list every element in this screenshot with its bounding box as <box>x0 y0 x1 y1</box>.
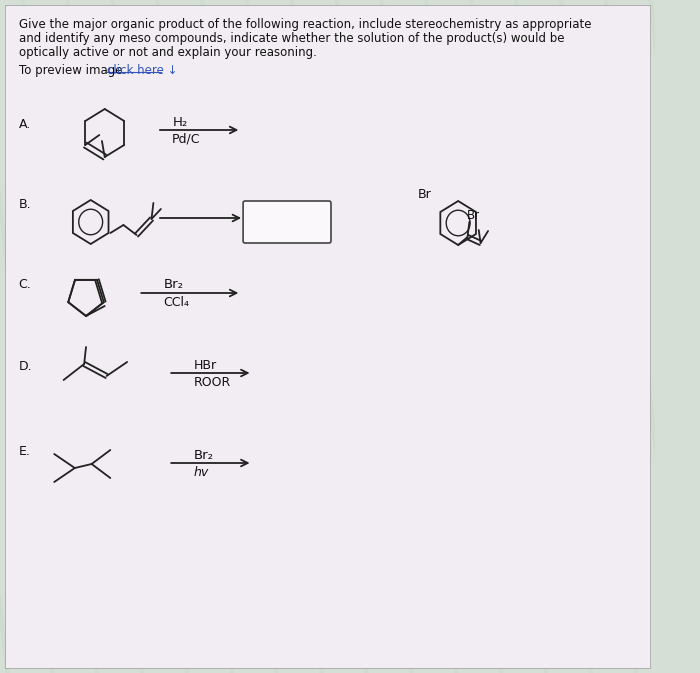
Text: To preview image: To preview image <box>19 64 126 77</box>
Text: click here ↓: click here ↓ <box>106 64 177 77</box>
FancyBboxPatch shape <box>5 5 650 668</box>
Text: H₂: H₂ <box>173 116 188 129</box>
Text: Br: Br <box>418 188 432 201</box>
Text: and identify any meso compounds, indicate whether the solution of the product(s): and identify any meso compounds, indicat… <box>19 32 564 45</box>
Text: Give the major organic product of the following reaction, include stereochemistr: Give the major organic product of the fo… <box>19 18 591 31</box>
Text: B.: B. <box>19 198 32 211</box>
Text: C.: C. <box>19 278 32 291</box>
Text: E.: E. <box>19 445 31 458</box>
Text: CCl₄: CCl₄ <box>164 296 190 309</box>
Text: Pd/C: Pd/C <box>172 133 200 146</box>
Text: HBr: HBr <box>193 359 217 372</box>
Text: Br₂: Br₂ <box>193 449 214 462</box>
Text: hv: hv <box>193 466 209 479</box>
Text: Br₂: Br₂ <box>164 278 183 291</box>
Text: ROOR: ROOR <box>193 376 231 389</box>
FancyBboxPatch shape <box>243 201 331 243</box>
Text: A.: A. <box>19 118 31 131</box>
Text: optically active or not and explain your reasoning.: optically active or not and explain your… <box>19 46 316 59</box>
Text: Br: Br <box>467 209 480 222</box>
Text: D.: D. <box>19 360 32 373</box>
